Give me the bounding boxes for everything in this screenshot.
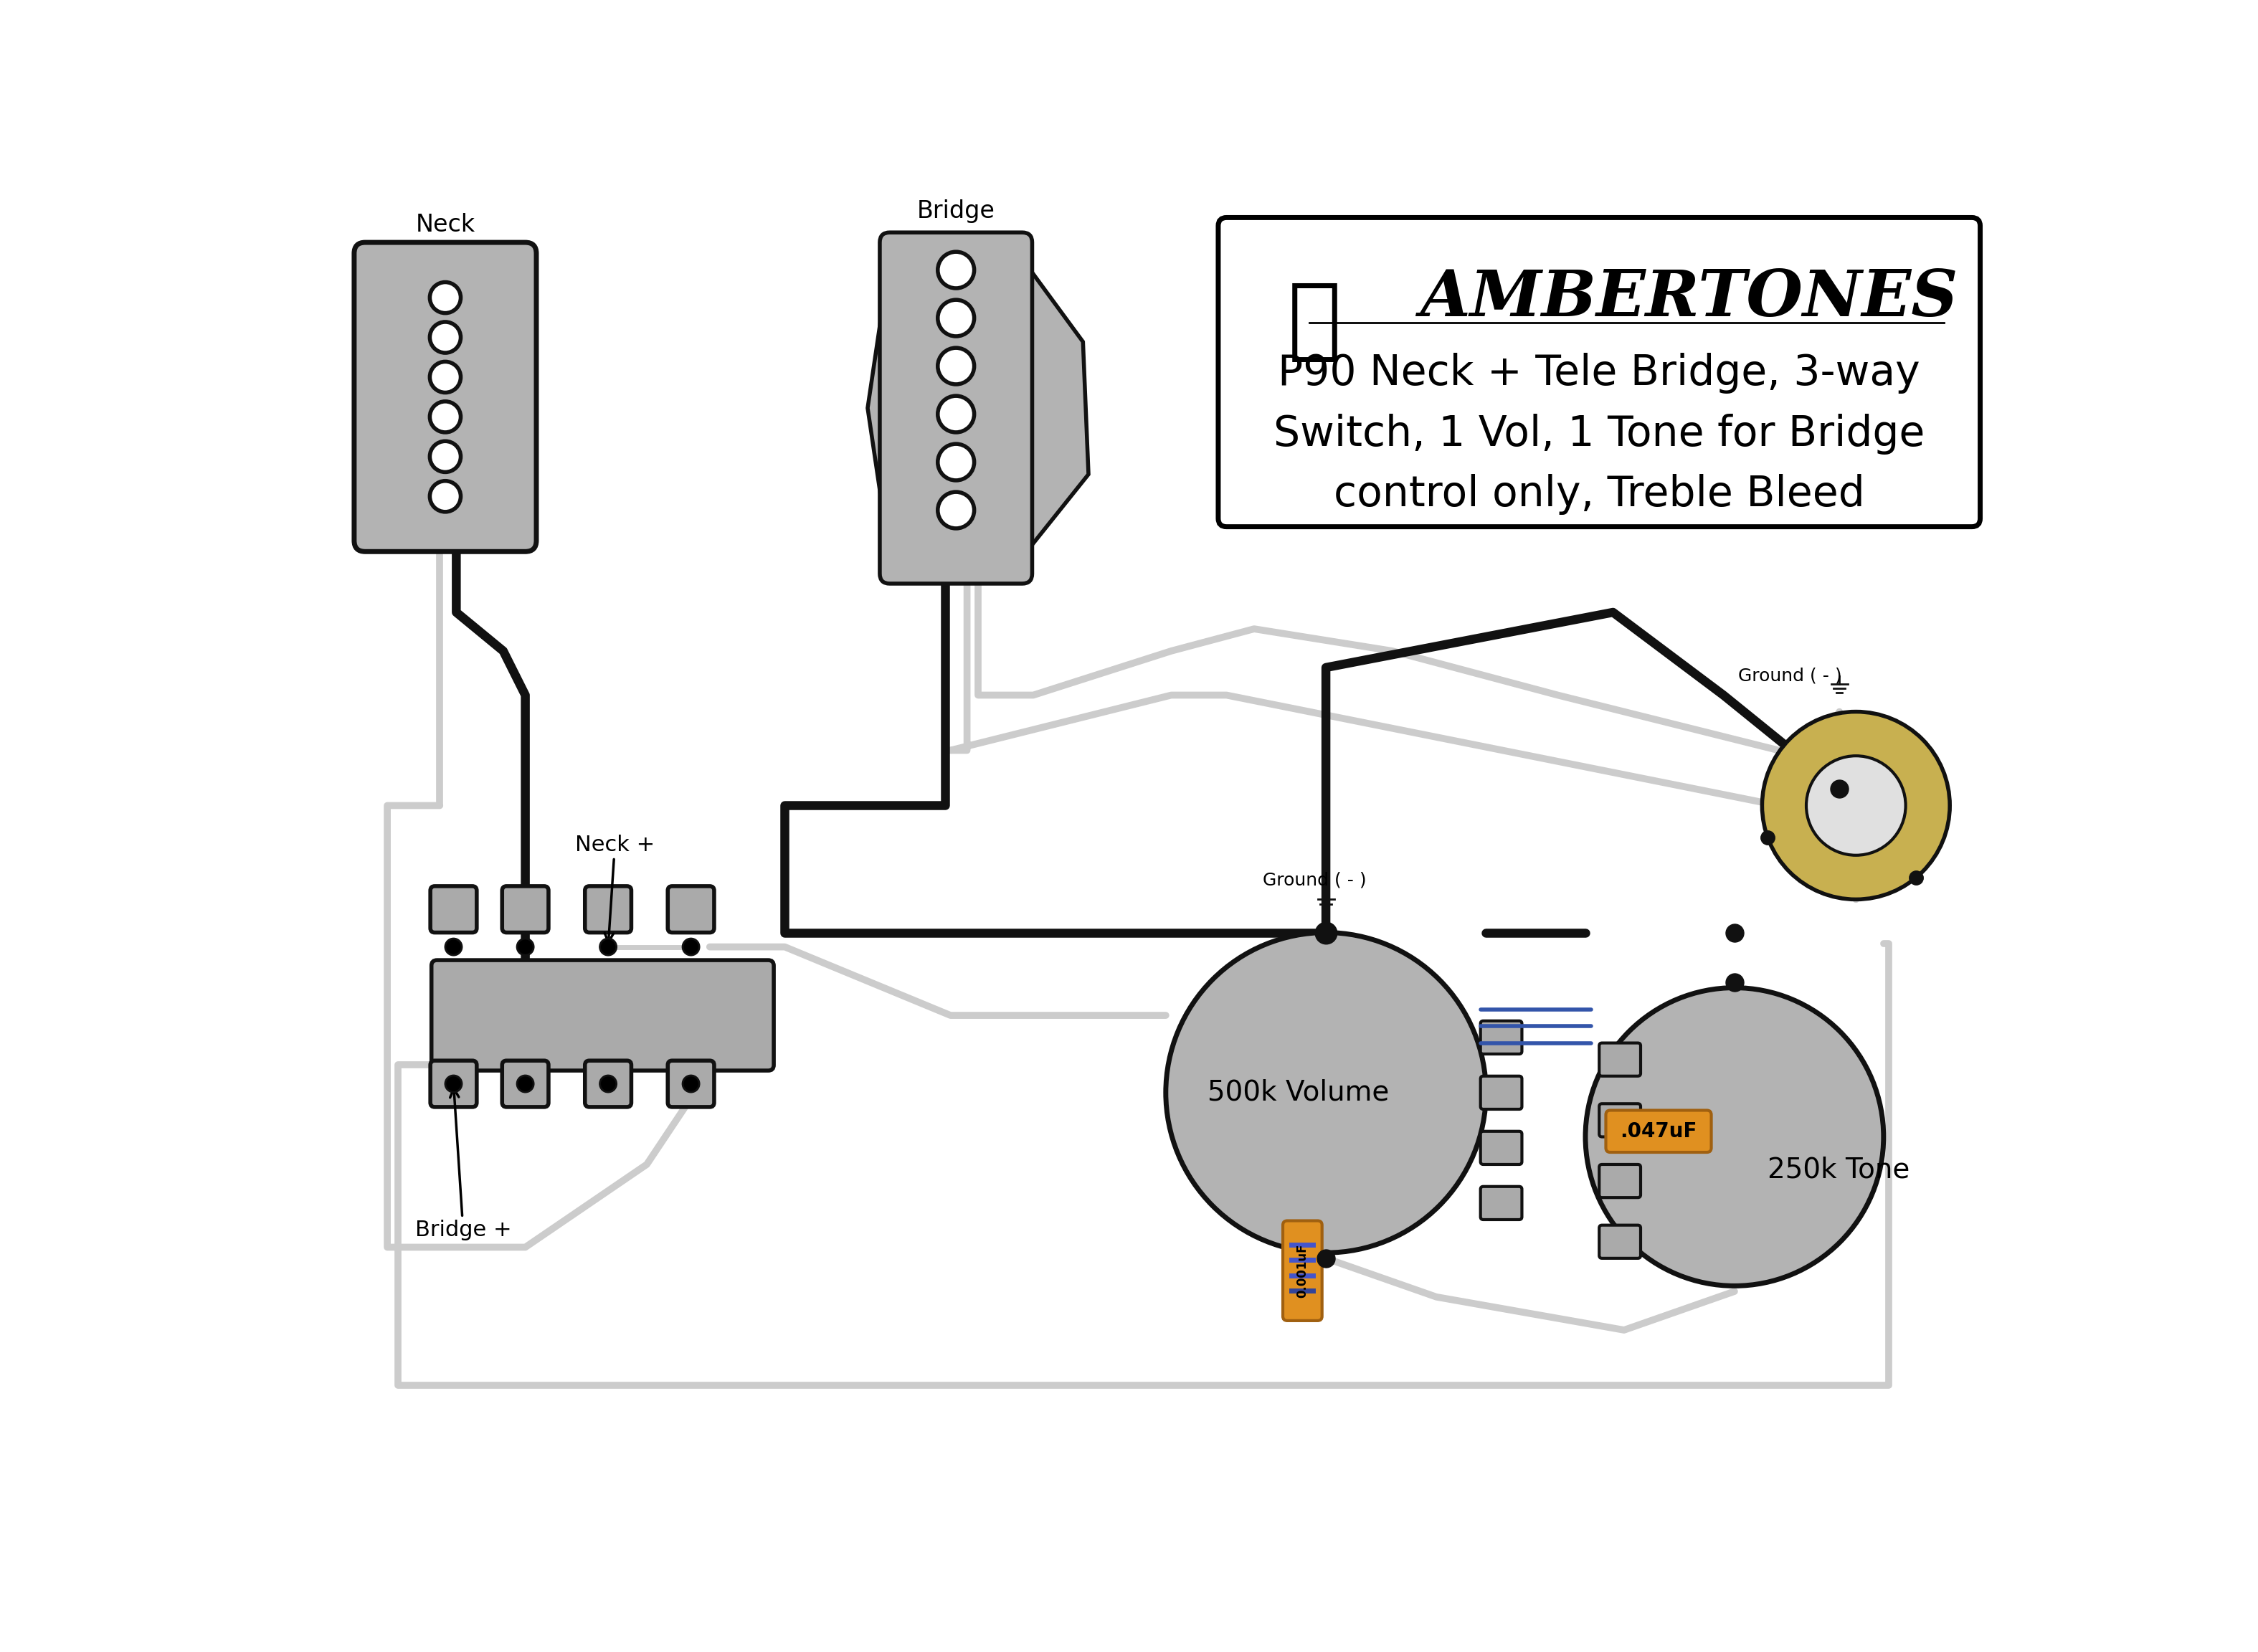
Circle shape [1761, 712, 1951, 899]
Circle shape [937, 299, 973, 337]
Text: Neck +: Neck + [576, 834, 655, 942]
Text: Neck: Neck [415, 213, 474, 236]
FancyBboxPatch shape [431, 960, 774, 1070]
FancyBboxPatch shape [585, 1061, 632, 1107]
FancyBboxPatch shape [1283, 1221, 1321, 1320]
Circle shape [429, 401, 461, 433]
Text: P90 Neck + Tele Bridge, 3-way: P90 Neck + Tele Bridge, 3-way [1278, 354, 1919, 393]
Circle shape [601, 1075, 616, 1092]
FancyBboxPatch shape [501, 885, 549, 932]
Circle shape [1585, 988, 1883, 1285]
Circle shape [517, 1075, 533, 1092]
FancyBboxPatch shape [668, 1061, 714, 1107]
Text: Switch, 1 Vol, 1 Tone for Bridge: Switch, 1 Vol, 1 Tone for Bridge [1274, 413, 1924, 454]
FancyBboxPatch shape [1605, 1110, 1712, 1153]
Polygon shape [867, 259, 1088, 557]
Circle shape [682, 1075, 700, 1092]
FancyBboxPatch shape [1599, 1104, 1642, 1137]
Circle shape [429, 481, 461, 512]
Circle shape [445, 1075, 463, 1092]
FancyBboxPatch shape [1481, 1186, 1522, 1219]
Circle shape [1806, 757, 1906, 856]
Circle shape [429, 282, 461, 314]
Text: AMBERTONES: AMBERTONES [1420, 268, 1958, 329]
Text: control only, Treble Bleed: control only, Treble Bleed [1334, 474, 1865, 515]
Circle shape [601, 938, 616, 955]
FancyBboxPatch shape [1481, 1132, 1522, 1165]
FancyBboxPatch shape [1599, 1226, 1642, 1259]
FancyBboxPatch shape [1219, 218, 1980, 527]
Circle shape [445, 938, 463, 955]
FancyBboxPatch shape [1599, 1042, 1642, 1075]
Circle shape [937, 349, 973, 385]
Text: 500k Volume: 500k Volume [1208, 1079, 1389, 1107]
Text: 250k Tone: 250k Tone [1768, 1156, 1910, 1183]
Text: Bridge +: Bridge + [415, 1089, 510, 1241]
FancyBboxPatch shape [1481, 1075, 1522, 1108]
Circle shape [429, 322, 461, 354]
FancyBboxPatch shape [1599, 1165, 1642, 1198]
FancyBboxPatch shape [355, 243, 537, 552]
Circle shape [1165, 932, 1486, 1252]
Circle shape [937, 492, 973, 529]
FancyBboxPatch shape [1481, 1021, 1522, 1054]
FancyBboxPatch shape [881, 233, 1032, 583]
FancyBboxPatch shape [501, 1061, 549, 1107]
FancyBboxPatch shape [668, 885, 714, 932]
Circle shape [937, 444, 973, 481]
Text: Bridge: Bridge [917, 200, 996, 223]
Text: Ground ( - ): Ground ( - ) [1739, 667, 1843, 684]
Circle shape [937, 251, 973, 287]
Text: Ground ( - ): Ground ( - ) [1262, 872, 1366, 889]
Circle shape [429, 441, 461, 472]
Circle shape [682, 938, 700, 955]
Circle shape [937, 396, 973, 433]
FancyBboxPatch shape [585, 885, 632, 932]
Circle shape [517, 938, 533, 955]
Text: .047uF: .047uF [1619, 1122, 1698, 1142]
Circle shape [429, 362, 461, 393]
Text: ℓ: ℓ [1287, 278, 1341, 365]
FancyBboxPatch shape [431, 1061, 476, 1107]
FancyBboxPatch shape [431, 885, 476, 932]
Text: 0.001uF: 0.001uF [1296, 1244, 1310, 1298]
